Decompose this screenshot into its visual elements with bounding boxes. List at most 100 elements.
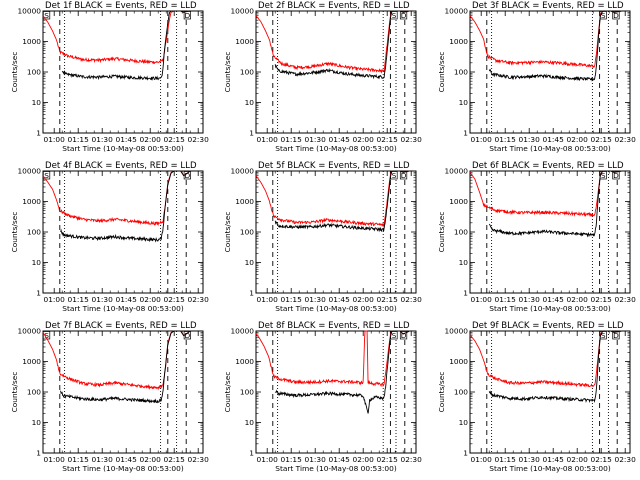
y-tick-label: 10000 xyxy=(17,327,41,336)
y-tick-label: 1 xyxy=(36,129,41,138)
panel-4: Det 4f BLACK = Events, RED = LLD 1 10 100 10… xyxy=(10,161,209,313)
x-tick-label: 02:30 xyxy=(188,135,210,144)
y-tick-label: 1000 xyxy=(235,197,254,206)
marker-label: D xyxy=(185,171,191,180)
y-tick-label: 10 xyxy=(32,258,42,267)
y-tick-label: 1 xyxy=(249,129,254,138)
y-tick-label: 10 xyxy=(459,418,469,427)
lld-series-line xyxy=(469,330,623,388)
x-axis-label: Start Time (10-May-08 00:53:00) xyxy=(275,144,397,153)
panel-title: Det 1f BLACK = Events, RED = LLD xyxy=(45,1,197,11)
events-series-line xyxy=(60,170,191,243)
y-tick-label: 100 xyxy=(240,228,254,237)
events-series-line xyxy=(274,10,410,80)
x-tick-label: 01:15 xyxy=(495,295,517,304)
x-tick-label: 02:00 xyxy=(353,455,375,464)
x-tick-label: 01:30 xyxy=(519,455,541,464)
lld-series-line xyxy=(255,170,410,228)
y-tick-label: 1 xyxy=(36,289,41,298)
x-tick-label: 01:45 xyxy=(329,455,351,464)
marker-label: S xyxy=(601,11,606,20)
events-series-line xyxy=(274,170,410,233)
panel-title: Det 7f BLACK = Events, RED = LLD xyxy=(45,321,197,331)
y-axis-label: Counts/sec xyxy=(437,372,446,413)
y-tick-label: 1 xyxy=(463,289,468,298)
marker-label: S xyxy=(44,171,49,180)
panel-3: Det 3f BLACK = Events, RED = LLD 1 10 100 10… xyxy=(437,1,636,153)
x-tick-label: 01:00 xyxy=(44,295,66,304)
y-tick-label: 1 xyxy=(463,449,468,458)
y-tick-label: 1000 xyxy=(22,357,41,366)
y-tick-label: 100 xyxy=(240,388,254,397)
x-tick-label: 01:15 xyxy=(68,455,90,464)
lld-series-line xyxy=(255,10,410,74)
marker-label: S xyxy=(44,331,49,340)
panel-title: Det 5f BLACK = Events, RED = LLD xyxy=(258,161,410,171)
events-series-line xyxy=(60,330,191,404)
y-tick-label: 10 xyxy=(459,98,469,107)
x-tick-label: 02:15 xyxy=(377,455,399,464)
y-tick-label: 100 xyxy=(454,388,468,397)
y-tick-label: 1000 xyxy=(449,357,468,366)
y-tick-label: 10 xyxy=(245,98,255,107)
x-tick-label: 01:00 xyxy=(257,455,279,464)
panel-title: Det 2f BLACK = Events, RED = LLD xyxy=(258,1,410,11)
marker-box xyxy=(399,331,408,340)
x-tick-label: 02:15 xyxy=(377,295,399,304)
marker-label: S xyxy=(392,171,397,180)
x-tick-label: 02:30 xyxy=(615,455,637,464)
x-tick-label: 01:30 xyxy=(305,295,327,304)
y-axis-label: Counts/sec xyxy=(223,212,232,253)
x-tick-label: 01:15 xyxy=(495,135,517,144)
x-tick-label: 02:30 xyxy=(401,295,423,304)
x-tick-label: 01:30 xyxy=(519,295,541,304)
marker-box xyxy=(42,171,51,180)
marker-label: S xyxy=(392,11,397,20)
y-tick-label: 10 xyxy=(32,418,42,427)
events-series-line xyxy=(61,10,189,81)
x-tick-label: 01:45 xyxy=(543,455,565,464)
x-tick-label: 02:30 xyxy=(401,135,423,144)
x-tick-label: 01:30 xyxy=(519,135,541,144)
x-tick-label: 02:00 xyxy=(140,455,162,464)
x-tick-label: 01:00 xyxy=(44,135,66,144)
x-axis-label: Start Time (10-May-08 00:53:00) xyxy=(62,304,184,313)
x-axis-label: Start Time (10-May-08 00:53:00) xyxy=(489,464,611,473)
y-tick-label: 1000 xyxy=(449,37,468,46)
y-tick-label: 10 xyxy=(245,418,255,427)
lld-series-line xyxy=(255,330,410,388)
x-tick-label: 01:15 xyxy=(281,295,303,304)
marker-box xyxy=(612,171,620,180)
plot-frame xyxy=(42,170,204,294)
x-tick-label: 02:15 xyxy=(164,135,186,144)
y-tick-label: 10000 xyxy=(444,167,468,176)
y-axis-label: Counts/sec xyxy=(437,52,446,93)
x-tick-label: 02:00 xyxy=(567,455,589,464)
lld-series-line xyxy=(469,170,623,218)
x-tick-label: 01:00 xyxy=(44,455,66,464)
x-tick-label: 02:30 xyxy=(615,295,637,304)
y-tick-label: 1 xyxy=(463,129,468,138)
marker-box xyxy=(399,171,408,180)
events-series-line xyxy=(488,10,623,82)
x-tick-label: 01:15 xyxy=(68,295,90,304)
x-tick-label: 01:45 xyxy=(543,135,565,144)
x-tick-label: 02:15 xyxy=(591,455,613,464)
panel-7: Det 7f BLACK = Events, RED = LLD 1 10 100 10… xyxy=(10,321,209,473)
y-tick-label: 100 xyxy=(27,228,41,237)
marker-label: S xyxy=(44,11,49,20)
plot-frame xyxy=(469,330,631,454)
marker-label: S xyxy=(601,331,606,340)
marker-label: D xyxy=(613,11,619,20)
panel-title: Det 8f BLACK = Events, RED = LLD xyxy=(258,321,410,331)
x-axis-label: Start Time (10-May-08 00:53:00) xyxy=(489,304,611,313)
lld-series-line xyxy=(469,10,623,69)
x-tick-label: 01:30 xyxy=(305,455,327,464)
y-tick-label: 1000 xyxy=(235,357,254,366)
y-tick-label: 1000 xyxy=(449,197,468,206)
y-tick-label: 1000 xyxy=(235,37,254,46)
x-tick-label: 02:30 xyxy=(188,295,210,304)
y-tick-label: 1 xyxy=(36,449,41,458)
events-series-line xyxy=(274,330,410,414)
x-tick-label: 02:00 xyxy=(353,135,375,144)
